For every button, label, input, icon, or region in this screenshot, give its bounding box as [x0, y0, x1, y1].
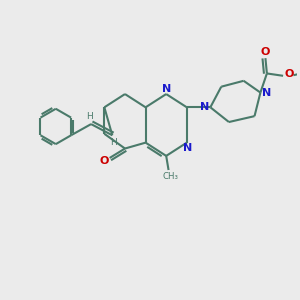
Text: N: N	[162, 84, 171, 94]
Text: CH₃: CH₃	[163, 172, 178, 181]
Text: O: O	[261, 47, 270, 57]
Text: O: O	[100, 156, 109, 166]
Text: N: N	[200, 102, 209, 112]
Text: H: H	[86, 112, 93, 121]
Text: N: N	[183, 143, 192, 153]
Text: O: O	[285, 69, 294, 79]
Text: H: H	[110, 138, 117, 147]
Text: N: N	[262, 88, 271, 98]
